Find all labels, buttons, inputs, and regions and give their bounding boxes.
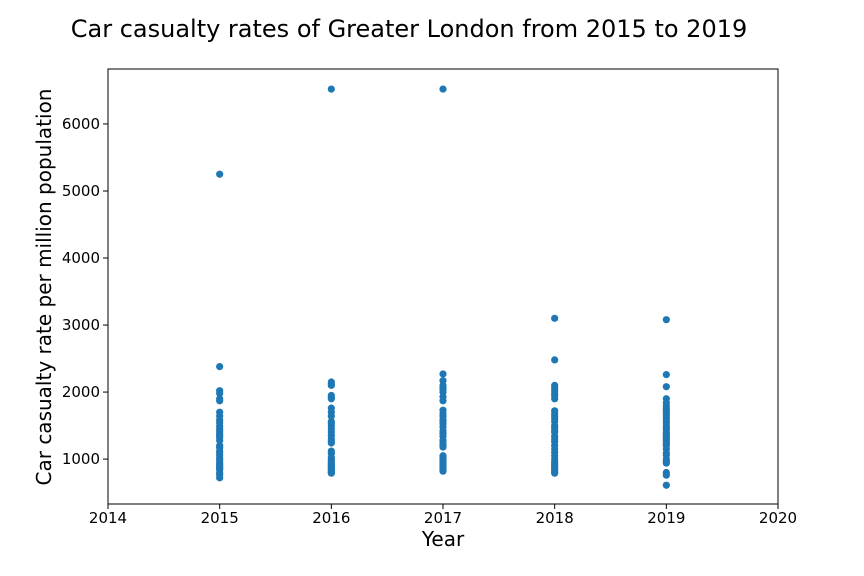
data-point: [327, 439, 335, 447]
data-point: [439, 397, 447, 405]
x-tick-label: 2019: [647, 509, 685, 527]
data-point: [662, 371, 670, 379]
data-point: [439, 370, 447, 378]
data-point: [551, 469, 559, 477]
x-tick-label: 2018: [536, 509, 574, 527]
data-point: [327, 85, 335, 93]
data-point: [327, 381, 335, 389]
data-point: [216, 389, 224, 398]
data-point: [439, 443, 447, 451]
data-point: [551, 356, 559, 364]
x-tick-label: 2015: [201, 509, 239, 527]
data-point: [216, 474, 224, 482]
y-tick-label: 2000: [62, 383, 100, 401]
data-point: [662, 459, 670, 467]
chart-title: Car casualty rates of Greater London fro…: [71, 15, 748, 43]
y-tick-label: 6000: [62, 115, 100, 133]
data-point: [662, 316, 670, 324]
y-tick-label: 1000: [62, 450, 100, 468]
data-point: [551, 314, 559, 322]
data-point: [662, 383, 670, 391]
x-tick-label: 2014: [89, 509, 127, 527]
data-point: [216, 397, 224, 405]
data-point: [216, 362, 224, 371]
x-axis-label: Year: [421, 527, 465, 551]
data-point: [327, 469, 335, 477]
data-point: [327, 412, 335, 420]
data-point: [662, 481, 670, 489]
data-point: [439, 467, 447, 475]
data-point: [327, 395, 335, 403]
x-tick-label: 2016: [312, 509, 350, 527]
data-point: [439, 85, 447, 93]
y-tick-label: 4000: [62, 249, 100, 267]
y-axis-label: Car casualty rate per million population: [32, 89, 56, 486]
x-tick-label: 2017: [424, 509, 462, 527]
plot-area: 2014 2015 2016 2017 2018 2019 2020 1000 2000 3000…: [62, 68, 797, 527]
y-tick-label: 5000: [62, 182, 100, 200]
data-point: [216, 170, 224, 178]
y-tick-label: 3000: [62, 316, 100, 334]
data-point: [551, 395, 559, 403]
data-point: [662, 471, 670, 479]
data-point: [216, 436, 224, 444]
x-tick-label: 2020: [759, 509, 797, 527]
